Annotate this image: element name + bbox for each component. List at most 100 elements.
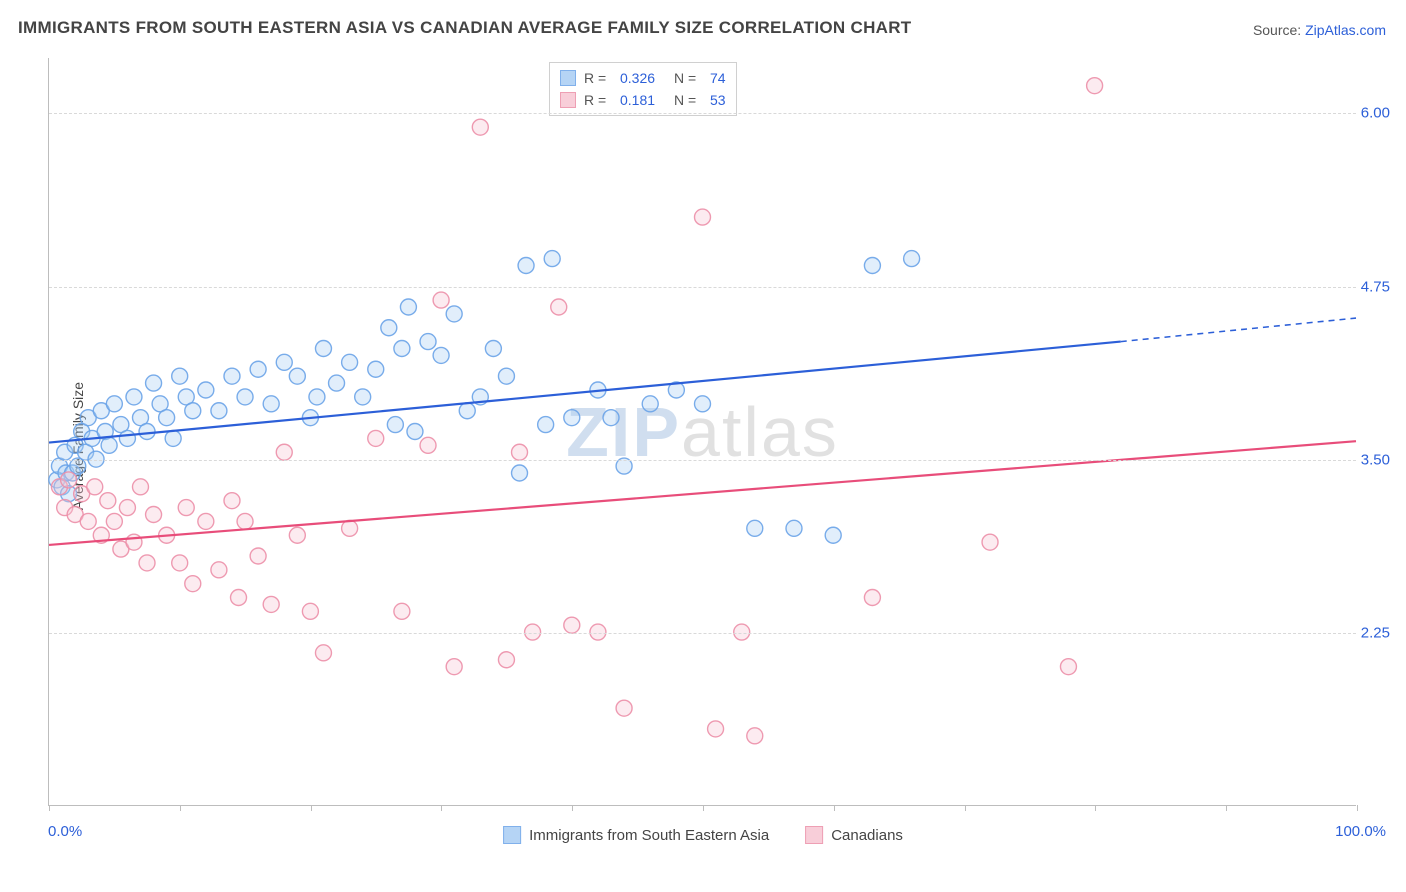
- data-point: [211, 562, 227, 578]
- data-point: [394, 603, 410, 619]
- data-point: [146, 375, 162, 391]
- series-legend: Immigrants from South Eastern AsiaCanadi…: [503, 826, 903, 844]
- data-point: [80, 513, 96, 529]
- data-point: [139, 555, 155, 571]
- correlation-legend-row: R =0.181N =53: [560, 89, 726, 111]
- data-point: [498, 652, 514, 668]
- legend-label: Immigrants from South Eastern Asia: [529, 827, 769, 844]
- data-point: [289, 368, 305, 384]
- data-point: [250, 361, 266, 377]
- data-point: [982, 534, 998, 550]
- data-point: [512, 444, 528, 460]
- x-axis-tick: [441, 805, 442, 811]
- data-point: [178, 500, 194, 516]
- x-axis-tick: [1095, 805, 1096, 811]
- data-point: [368, 430, 384, 446]
- y-axis-tick-label: 2.25: [1361, 624, 1390, 641]
- source-note: Source: ZipAtlas.com: [1253, 22, 1386, 38]
- trend-line-extrapolation: [1121, 318, 1356, 342]
- x-axis-tick: [180, 805, 181, 811]
- data-point: [420, 334, 436, 350]
- r-label: R =: [584, 92, 612, 108]
- n-value: 53: [710, 92, 726, 108]
- data-point: [381, 320, 397, 336]
- x-axis-tick: [834, 805, 835, 811]
- data-point: [1087, 78, 1103, 94]
- data-point: [433, 292, 449, 308]
- data-point: [747, 520, 763, 536]
- data-point: [485, 341, 501, 357]
- source-link[interactable]: ZipAtlas.com: [1305, 22, 1386, 38]
- data-point: [551, 299, 567, 315]
- data-point: [119, 500, 135, 516]
- data-point: [1060, 659, 1076, 675]
- data-point: [106, 513, 122, 529]
- data-point: [250, 548, 266, 564]
- x-axis-tick: [1226, 805, 1227, 811]
- x-axis-tick: [49, 805, 50, 811]
- data-point: [263, 396, 279, 412]
- n-label: N =: [674, 92, 702, 108]
- data-point: [101, 437, 117, 453]
- data-point: [394, 341, 410, 357]
- data-point: [172, 368, 188, 384]
- data-point: [387, 417, 403, 433]
- r-label: R =: [584, 70, 612, 86]
- data-point: [289, 527, 305, 543]
- data-point: [642, 396, 658, 412]
- data-point: [165, 430, 181, 446]
- data-point: [100, 493, 116, 509]
- data-point: [368, 361, 384, 377]
- x-axis-tick-min: 0.0%: [48, 823, 82, 840]
- data-point: [603, 410, 619, 426]
- data-point: [342, 354, 358, 370]
- data-point: [564, 410, 580, 426]
- plot-area: ZIPatlas R =0.326N =74R =0.181N =53: [48, 58, 1356, 806]
- data-point: [446, 306, 462, 322]
- data-point: [159, 410, 175, 426]
- data-point: [185, 576, 201, 592]
- data-point: [472, 119, 488, 135]
- y-axis-tick-label: 4.75: [1361, 278, 1390, 295]
- data-point: [695, 209, 711, 225]
- data-point: [420, 437, 436, 453]
- data-point: [224, 368, 240, 384]
- data-point: [407, 424, 423, 440]
- data-point: [198, 382, 214, 398]
- y-axis-tick-label: 6.00: [1361, 105, 1390, 122]
- gridline: [49, 460, 1356, 461]
- y-axis-tick-label: 3.50: [1361, 451, 1390, 468]
- data-point: [276, 444, 292, 460]
- data-point: [498, 368, 514, 384]
- data-point: [329, 375, 345, 391]
- data-point: [132, 479, 148, 495]
- n-label: N =: [674, 70, 702, 86]
- data-point: [231, 590, 247, 606]
- data-point: [87, 479, 103, 495]
- data-point: [146, 507, 162, 523]
- data-point: [904, 251, 920, 267]
- data-point: [185, 403, 201, 419]
- correlation-legend-box: R =0.326N =74R =0.181N =53: [549, 62, 737, 116]
- data-point: [355, 389, 371, 405]
- gridline: [49, 287, 1356, 288]
- data-point: [198, 513, 214, 529]
- r-value: 0.326: [620, 70, 666, 86]
- data-point: [459, 403, 475, 419]
- data-point: [864, 258, 880, 274]
- data-point: [518, 258, 534, 274]
- data-point: [864, 590, 880, 606]
- data-point: [139, 424, 155, 440]
- trend-line: [49, 441, 1356, 545]
- x-axis-tick: [965, 805, 966, 811]
- legend-swatch: [560, 92, 576, 108]
- data-point: [616, 700, 632, 716]
- chart-title: IMMIGRANTS FROM SOUTH EASTERN ASIA VS CA…: [18, 18, 912, 38]
- data-point: [276, 354, 292, 370]
- data-point: [315, 645, 331, 661]
- chart-canvas: [49, 58, 1356, 805]
- correlation-legend-row: R =0.326N =74: [560, 67, 726, 89]
- data-point: [302, 603, 318, 619]
- x-axis-tick: [572, 805, 573, 811]
- data-point: [106, 396, 122, 412]
